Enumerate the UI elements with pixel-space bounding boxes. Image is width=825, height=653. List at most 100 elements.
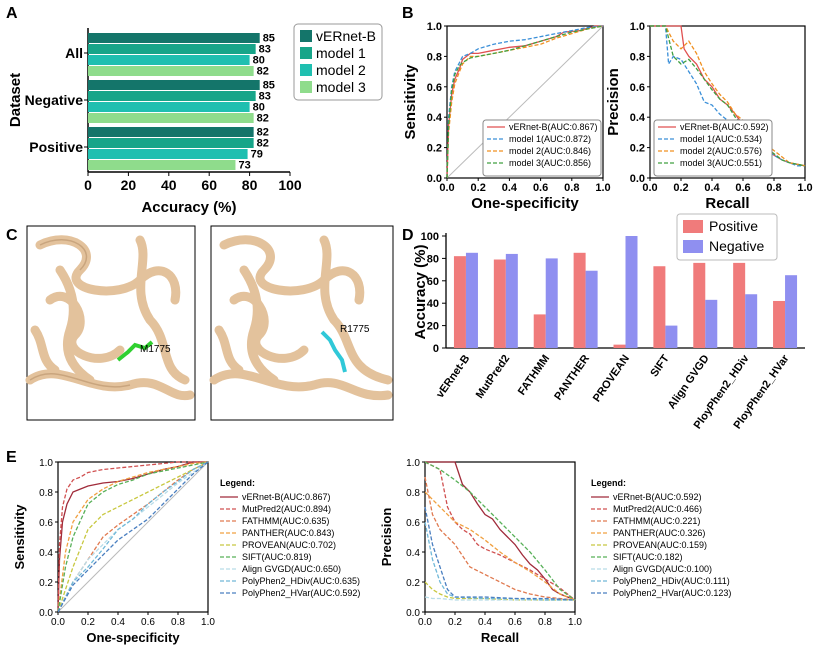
d-bar	[785, 275, 798, 348]
structure-right: R1775	[209, 225, 394, 421]
panelE1-legend-label: PANTHER(AUC:0.843)	[242, 528, 334, 538]
a-legend-swatch	[300, 30, 312, 42]
panel-b-pr-chart: 0.0 0.2 0.4 0.6 0.8 1.0 0.0 0.2 0.4 0.6 0.8 1.0 Reca…	[605, 21, 813, 212]
panel-label-c: C	[6, 227, 18, 244]
panelB1-y-tick-label: 0.4	[427, 112, 443, 124]
d-category-label: MutPred2	[474, 353, 513, 401]
d-legend-swatch	[683, 220, 703, 233]
panelB2-y-tick-label: 0.8	[630, 51, 645, 63]
panelE1-x-tick-label: 0.8	[171, 617, 185, 628]
panelE1-legend-label: PROVEAN(AUC:0.702)	[242, 540, 336, 550]
panelE2-legend-label: PROVEAN(AUC:0.159)	[613, 540, 707, 550]
panelE2-legend-label: PolyPhen2_HDiv(AUC:0.111)	[613, 576, 730, 586]
a-bar-label: 85	[263, 80, 275, 92]
panelB1-x-tick-label: 0.2	[471, 182, 486, 194]
panelB1-diagonal	[446, 25, 604, 179]
panelE1-legend-label: PolyPhen2_HVar(AUC:0.592)	[242, 588, 360, 598]
a-bar-label: 83	[259, 44, 271, 56]
panelB2-legend-label: model 2(AUC:0.576)	[680, 146, 762, 156]
panelB2-legend-label: vERnet-B(AUC:0.592)	[680, 122, 769, 132]
d-legend-label: Negative	[709, 238, 764, 254]
protein-ribbon-right	[209, 235, 393, 401]
a-bar	[88, 33, 260, 43]
protein-outline-left	[29, 239, 131, 388]
panelB2-y-tick-label: 0.0	[630, 173, 645, 185]
panelB2-legend-label: model 3(AUC:0.551)	[680, 158, 762, 168]
panelB2-y-tick-label: 1.0	[630, 21, 645, 33]
panelE1-diagonal	[57, 461, 209, 613]
panelE2-series-line	[424, 476, 576, 601]
panelB1-legend-label: model 2(AUC:0.846)	[509, 146, 591, 156]
panelE1-x-tick-label: 1.0	[201, 617, 215, 628]
panelB1-y-tick-label: 1.0	[427, 21, 442, 33]
d-y-tick-label: 0	[433, 343, 439, 355]
a-legend-frame	[293, 23, 383, 101]
d-bar	[745, 294, 758, 348]
panelE2-y-tick-label: 0.4	[406, 548, 420, 559]
mutation-label-left: M1775	[140, 344, 171, 355]
panelE1-x-tick-label: 0.6	[141, 617, 155, 628]
panelE1-legend-label: PolyPhen2_HDiv(AUC:0.635)	[242, 576, 360, 586]
panelE1-y-tick-label: 0.2	[39, 578, 53, 589]
d-y-tick-label: 60	[427, 276, 439, 288]
a-bar	[88, 66, 254, 76]
a-bar-label: 80	[253, 102, 265, 114]
panelE1-x-axis-label: One-specificity	[86, 630, 180, 645]
a-bar-label: 82	[257, 127, 269, 139]
d-legend-swatch	[683, 240, 703, 253]
panelB2-y-tick-label: 0.6	[630, 82, 645, 94]
panelE2-y-axis-label: Precision	[379, 508, 394, 567]
panelE1-y-axis-label: Sensitivity	[12, 504, 27, 570]
structure-left: M1775	[25, 225, 196, 421]
d-bar	[665, 325, 678, 348]
a-bar	[88, 44, 256, 54]
a-category-label: All	[65, 45, 83, 61]
a-bar	[88, 138, 254, 148]
panelB1-x-axis-label: One-specificity	[471, 195, 579, 212]
d-category-label: Align GVGD	[666, 353, 712, 411]
panelB1-legend-frame	[482, 119, 602, 177]
a-legend-swatch	[300, 47, 312, 59]
a-x-tick-label: 80	[242, 177, 258, 193]
panelB2-y-tick-label: 0.2	[630, 143, 645, 155]
panelE1-legend-title: Legend:	[220, 478, 255, 488]
a-bar-label: 83	[259, 91, 271, 103]
panelE2-x-tick-label: 1.0	[568, 617, 582, 628]
panelB1-y-tick-label: 0.6	[427, 82, 442, 94]
a-x-tick-label: 0	[84, 177, 92, 193]
panelE1-series-line	[57, 461, 209, 613]
panelE2-legend-label: FATHMM(AUC:0.221)	[613, 516, 700, 526]
panelB2-x-axis-label: Recall	[705, 195, 749, 212]
a-x-tick-label: 60	[201, 177, 217, 193]
d-category-label: PANTHER	[552, 353, 592, 403]
d-category-label: SIFT	[648, 353, 672, 380]
d-bar	[653, 266, 666, 348]
panelB2-x-tick-label: 0.6	[735, 182, 750, 194]
panelB1-x-tick-label: 0.0	[439, 182, 454, 194]
a-category-label: Negative	[25, 92, 84, 108]
a-bar-label: 82	[257, 138, 269, 150]
panelE2-legend-label: PANTHER(AUC:0.326)	[613, 528, 705, 538]
panelE2-series-line	[424, 506, 576, 601]
d-bar	[773, 300, 786, 348]
d-legend-label: Positive	[709, 218, 758, 234]
a-x-tick-label: 20	[121, 177, 137, 193]
panel-e-pr-chart: 0.0 0.2 0.4 0.6 0.8 1.0 0.0 0.2 0.4 0.6 0.8 1.0 Reca…	[379, 458, 731, 645]
panelE2-series-line	[424, 461, 576, 601]
panelE2-y-tick-label: 0.2	[406, 578, 420, 589]
a-bar	[88, 160, 236, 170]
a-bar-label: 82	[257, 113, 269, 125]
panelB1-y-axis-label: Sensitivity	[402, 64, 419, 140]
d-bar	[465, 252, 478, 348]
d-bar	[625, 236, 638, 348]
panelB2-series-line	[650, 25, 806, 167]
panelB2-x-tick-label: 0.4	[704, 182, 720, 194]
panel-b-roc-chart: 0.0 0.2 0.4 0.6 0.8 1.0 0.0 0.2 0.4 0.6 0.8 1.0 One-…	[402, 21, 611, 212]
panelE1-legend-label: FATHMM(AUC:0.635)	[242, 516, 329, 526]
panelB1-y-tick-label: 0.8	[427, 51, 442, 63]
panelB2-x-tick-label: 0.8	[766, 182, 781, 194]
a-bar-label: 85	[263, 33, 275, 45]
panel-label-e: E	[6, 449, 17, 466]
a-x-tick-label: 40	[161, 177, 177, 193]
panelB1-y-tick-label: 0.0	[427, 173, 442, 185]
